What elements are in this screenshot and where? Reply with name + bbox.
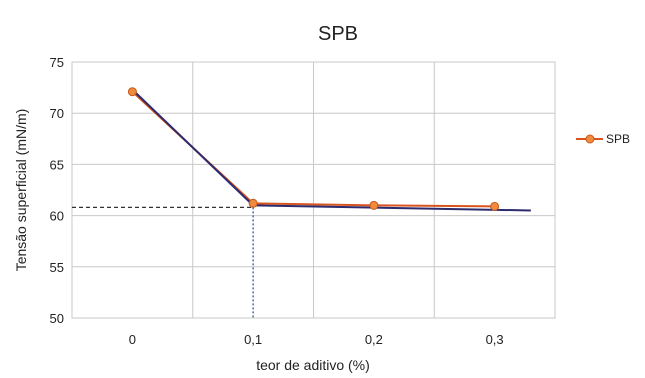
legend-label-spb: SPB [606,132,630,146]
data-point-spb-2 [369,200,379,210]
y-tick-label-3: 65 [50,157,64,172]
x-axis-title: teor de aditivo (%) [256,357,370,373]
data-point-spb-1 [248,198,258,208]
series-layer [127,87,531,212]
x-tick-label-1: 0,1 [244,332,262,347]
y-tick-label-5: 75 [50,55,64,70]
x-tick-label-2: 0,2 [365,332,383,347]
x-tick-label-0: 0 [129,332,136,347]
legend: SPB [576,132,630,146]
data-point-spb-3 [490,201,500,211]
reference-lines [72,206,254,318]
y-tick-label-0: 50 [50,311,64,326]
legend-marker-spb [585,134,595,144]
y-axis-ticks: 50 55 60 65 70 75 [50,55,64,326]
x-axis-ticks: 0 0,1 0,2 0,3 [129,332,504,347]
grid [71,61,556,319]
y-axis-title: Tensão superficial (mN/m) [13,109,29,272]
data-point-spb-0 [127,87,137,97]
chart-title: SPB [318,23,358,45]
x-tick-label-3: 0,3 [486,332,504,347]
y-tick-label-4: 70 [50,106,64,121]
y-tick-label-2: 60 [50,209,64,224]
y-tick-label-1: 55 [50,260,64,275]
trend-line [131,88,531,212]
